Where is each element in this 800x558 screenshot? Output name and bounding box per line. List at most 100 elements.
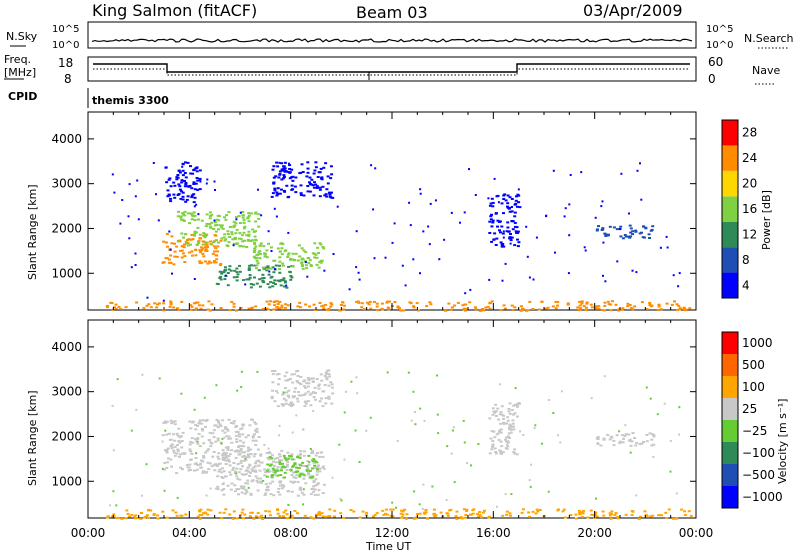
- velocity-cell: [365, 429, 368, 432]
- power-cell: [615, 228, 619, 231]
- power-cell: [491, 201, 495, 204]
- velocity-cell: [200, 514, 204, 517]
- power-cell: [282, 277, 286, 280]
- power-cell: [488, 302, 492, 305]
- velocity-cell: [258, 469, 262, 472]
- power-cell: [601, 227, 605, 230]
- velocity-cell: [265, 486, 269, 489]
- power-cell: [220, 226, 224, 229]
- power-cell: [199, 180, 202, 183]
- power-cell: [162, 302, 166, 305]
- velocity-cell: [306, 460, 310, 463]
- power-cell: [650, 304, 654, 307]
- velocity-cell: [270, 475, 274, 478]
- velocity-cell: [538, 509, 542, 511]
- velocity-cell: [559, 441, 562, 444]
- power-cell: [342, 308, 346, 311]
- velocity-cell: [295, 466, 298, 469]
- velocity-cell: [141, 494, 144, 497]
- velocity-cell: [281, 466, 285, 468]
- velocity-cell: [413, 490, 416, 493]
- power-cell: [644, 226, 648, 229]
- power-cell: [584, 306, 588, 309]
- power-cell: [391, 241, 394, 244]
- power-cell: [535, 236, 538, 239]
- power-cell: [299, 184, 303, 187]
- velocity-cell: [310, 377, 313, 380]
- y-tick-label: 1000: [51, 474, 82, 488]
- velocity-cell: [276, 508, 279, 511]
- velocity-cell: [295, 397, 299, 400]
- power-cell: [167, 258, 171, 261]
- velocity-cell: [302, 488, 305, 491]
- velocity-cell: [325, 372, 329, 375]
- velocity-cell: [602, 437, 606, 440]
- power-cell: [183, 255, 187, 258]
- velocity-cell: [260, 514, 264, 517]
- power-cell: [193, 196, 197, 199]
- velocity-cell: [210, 465, 214, 468]
- power-cell: [272, 271, 276, 274]
- power-cell: [489, 202, 493, 205]
- velocity-cell: [288, 454, 291, 457]
- power-cell: [501, 279, 504, 282]
- power-cell: [590, 306, 594, 309]
- velocity-sparse: [108, 370, 681, 510]
- power-cell: [289, 275, 293, 277]
- power-cell: [428, 301, 432, 304]
- power-cell: [616, 260, 619, 263]
- power-cell: [285, 184, 289, 187]
- velocity-colorbar-tick: −100: [742, 446, 775, 460]
- power-cell: [258, 257, 262, 260]
- velocity-cell: [246, 449, 250, 452]
- velocity-cell: [312, 461, 316, 464]
- velocity-cell: [163, 461, 167, 464]
- velocity-cell: [283, 387, 287, 389]
- velocity-cell: [161, 467, 164, 470]
- power-cell: [307, 257, 311, 259]
- power-cell: [166, 189, 170, 192]
- power-cell: [217, 219, 221, 222]
- velocity-cell: [493, 436, 497, 439]
- velocity-cell: [432, 508, 436, 511]
- velocity-cell: [281, 404, 285, 407]
- power-cell: [567, 272, 570, 275]
- velocity-cell: [242, 455, 246, 458]
- power-cell: [294, 176, 298, 179]
- power-cell: [313, 242, 317, 245]
- velocity-cell: [669, 439, 672, 442]
- velocity-cell: [284, 458, 288, 461]
- power-cell: [595, 229, 599, 232]
- power-cell: [496, 219, 500, 222]
- velocity-cell: [268, 482, 272, 485]
- power-cell: [608, 225, 612, 228]
- power-cell: [137, 218, 140, 221]
- power-cell: [183, 185, 187, 188]
- power-cell: [179, 216, 183, 219]
- power-cell: [278, 256, 282, 259]
- power-cell: [463, 309, 467, 312]
- velocity-cell: [251, 435, 255, 438]
- velocity-cell: [191, 441, 195, 444]
- velocity-cell: [241, 451, 245, 454]
- power-cell: [624, 235, 628, 238]
- velocity-cell: [314, 467, 318, 469]
- power-cell: [318, 195, 322, 198]
- power-cell: [238, 264, 241, 267]
- velocity-cell: [296, 494, 300, 497]
- velocity-cell: [238, 478, 242, 481]
- power-cell: [314, 183, 318, 186]
- x-tick-labels: 00:00 04:00 08:00 12:00 16:00 20:00 00:00: [71, 526, 714, 540]
- velocity-cell: [108, 504, 111, 507]
- velocity-cell: [384, 508, 388, 511]
- velocity-cell: [491, 407, 495, 410]
- power-cell: [315, 263, 319, 266]
- power-cell: [190, 194, 194, 197]
- power-cell: [322, 247, 326, 250]
- power-cell: [314, 161, 318, 164]
- velocity-cell: [296, 456, 300, 458]
- velocity-cell: [293, 390, 296, 393]
- power-cell: [215, 224, 219, 226]
- velocity-cell: [504, 493, 507, 496]
